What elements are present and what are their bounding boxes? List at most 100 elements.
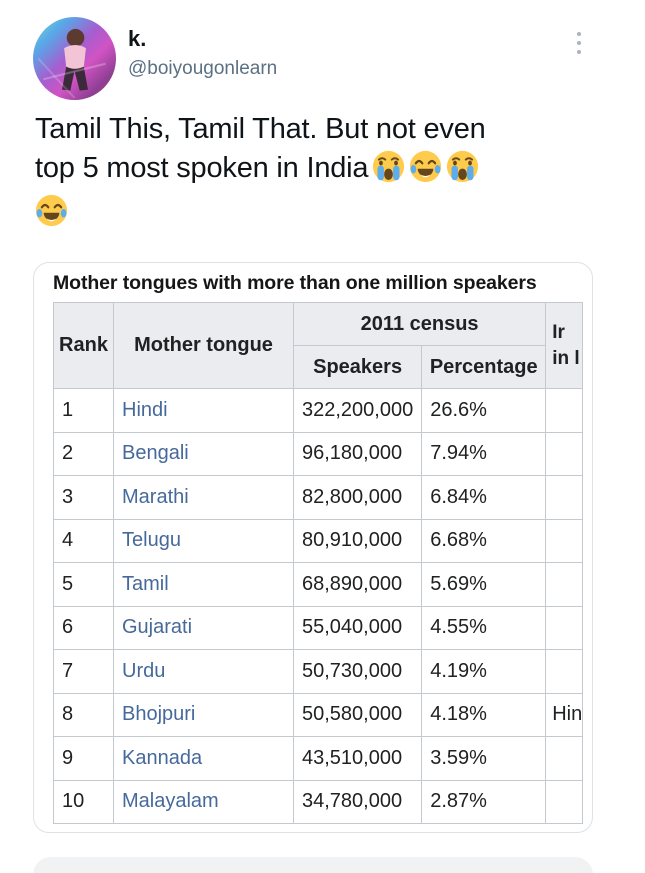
- mother-tongue-cell: Urdu: [113, 649, 294, 694]
- speakers-cell: 55,040,000: [292, 605, 423, 650]
- included-in-cell: [545, 736, 584, 781]
- language-link[interactable]: Tamil: [122, 572, 169, 595]
- bottom-card-partial[interactable]: [33, 857, 593, 873]
- language-link[interactable]: Urdu: [122, 659, 166, 682]
- language-link[interactable]: Bhojpuri: [122, 703, 196, 726]
- included-in-cell: [545, 475, 584, 520]
- col-header-2011-census: 2011 census: [292, 302, 547, 346]
- col-header-percentage: Percentage: [421, 345, 547, 389]
- rank-cell: 6: [53, 605, 114, 650]
- table-row: 3 Marathi 82,800,000 6.84%: [53, 475, 584, 520]
- table-row: 10 Malayalam 34,780,000 2.87%: [53, 779, 584, 824]
- percentage-cell: 4.18%: [421, 692, 547, 737]
- included-in-cell: [545, 779, 584, 824]
- speakers-cell: 82,800,000: [292, 475, 423, 520]
- avatar[interactable]: [33, 17, 116, 100]
- loudly-crying-emoji: [372, 150, 405, 183]
- percentage-cell: 4.55%: [421, 605, 547, 650]
- percentage-cell: 3.59%: [421, 736, 547, 781]
- speakers-cell: 322,200,000: [292, 388, 423, 433]
- table-row: 9 Kannada 43,510,000 3.59%: [53, 736, 584, 781]
- tweet-text-line3: [35, 193, 615, 232]
- col-header-rank: Rank: [53, 302, 114, 389]
- speakers-cell: 43,510,000: [292, 736, 423, 781]
- tweet-text-line2: top 5 most spoken in India: [35, 149, 615, 188]
- avatar-photo: [37, 28, 106, 99]
- table-wrap: Rank Mother tongue 2011 census Ir in l S…: [53, 302, 592, 824]
- rank-cell: 3: [53, 475, 114, 520]
- mother-tongue-cell: Malayalam: [113, 779, 294, 824]
- table-row: 8 Bhojpuri 50,580,000 4.18% Hin: [53, 692, 584, 737]
- more-menu-icon[interactable]: [575, 30, 583, 56]
- language-link[interactable]: Malayalam: [122, 790, 219, 813]
- tears-of-joy-emoji: [35, 194, 68, 227]
- language-link[interactable]: Gujarati: [122, 616, 193, 639]
- rank-cell: 8: [53, 692, 114, 737]
- mother-tongue-cell: Bhojpuri: [113, 692, 294, 737]
- percentage-cell: 5.69%: [421, 562, 547, 607]
- col-header-clipped: Ir in l: [545, 302, 584, 389]
- rank-cell: 5: [53, 562, 114, 607]
- table-row: 7 Urdu 50,730,000 4.19%: [53, 649, 584, 694]
- percentage-cell: 6.84%: [421, 475, 547, 520]
- author-handle[interactable]: @boiyougonlearn: [128, 58, 278, 79]
- loudly-crying-emoji-icon: [447, 150, 479, 183]
- rank-cell: 7: [53, 649, 114, 694]
- tears-of-joy-emoji-icon: [410, 150, 442, 183]
- included-in-cell: Hin: [545, 692, 584, 737]
- speakers-cell: 68,890,000: [292, 562, 423, 607]
- language-link[interactable]: Hindi: [122, 398, 168, 421]
- included-in-cell: [545, 605, 584, 650]
- loudly-crying-emoji: [446, 150, 479, 183]
- tears-of-joy-emoji: [409, 150, 442, 183]
- language-link[interactable]: Kannada: [122, 746, 203, 769]
- rank-cell: 9: [53, 736, 114, 781]
- language-link[interactable]: Bengali: [122, 442, 189, 465]
- mother-tongue-cell: Tamil: [113, 562, 294, 607]
- percentage-cell: 4.19%: [421, 649, 547, 694]
- table-row: 4 Telugu 80,910,000 6.68%: [53, 518, 584, 563]
- language-link[interactable]: Telugu: [122, 529, 181, 552]
- language-link[interactable]: Marathi: [122, 485, 189, 508]
- table-row: 2 Bengali 96,180,000 7.94%: [53, 431, 584, 476]
- percentage-cell: 26.6%: [421, 388, 547, 433]
- speakers-cell: 50,580,000: [292, 692, 423, 737]
- rank-cell: 10: [53, 779, 114, 824]
- table-body: 1 Hindi 322,200,000 26.6% 2 Bengali 96,180,000…: [53, 388, 584, 824]
- mother-tongue-cell: Gujarati: [113, 605, 294, 650]
- tweet-text-line1: Tamil This, Tamil That. But not even: [35, 113, 486, 145]
- included-in-cell: [545, 431, 584, 476]
- table-row: 5 Tamil 68,890,000 5.69%: [53, 562, 584, 607]
- percentage-cell: 2.87%: [421, 779, 547, 824]
- languages-table: Rank Mother tongue 2011 census Ir in l S…: [53, 302, 584, 824]
- embedded-table-image-card[interactable]: Mother tongues with more than one millio…: [33, 262, 593, 833]
- speakers-cell: 96,180,000: [292, 431, 423, 476]
- percentage-cell: 6.68%: [421, 518, 547, 563]
- mother-tongue-cell: Marathi: [113, 475, 294, 520]
- rank-cell: 1: [53, 388, 114, 433]
- tweet-text: Tamil This, Tamil That. But not even top…: [35, 110, 615, 232]
- table-row: 6 Gujarati 55,040,000 4.55%: [53, 605, 584, 650]
- mother-tongue-cell: Kannada: [113, 736, 294, 781]
- included-in-cell: [545, 649, 584, 694]
- speakers-cell: 34,780,000: [292, 779, 423, 824]
- author-name[interactable]: k.: [128, 26, 147, 51]
- table-row: 1 Hindi 322,200,000 26.6%: [53, 388, 584, 433]
- speakers-cell: 50,730,000: [292, 649, 423, 694]
- mother-tongue-cell: Bengali: [113, 431, 294, 476]
- percentage-cell: 7.94%: [421, 431, 547, 476]
- col-header-speakers: Speakers: [292, 345, 423, 389]
- rank-cell: 4: [53, 518, 114, 563]
- tears-of-joy-emoji-icon: [35, 194, 68, 227]
- table-title: Mother tongues with more than one millio…: [53, 272, 537, 294]
- rank-cell: 2: [53, 431, 114, 476]
- loudly-crying-emoji-icon: [373, 150, 405, 183]
- included-in-cell: [545, 518, 584, 563]
- mother-tongue-cell: Telugu: [113, 518, 294, 563]
- included-in-cell: [545, 562, 584, 607]
- mother-tongue-cell: Hindi: [113, 388, 294, 433]
- included-in-cell: [545, 388, 584, 433]
- speakers-cell: 80,910,000: [292, 518, 423, 563]
- col-header-mother-tongue: Mother tongue: [113, 302, 294, 389]
